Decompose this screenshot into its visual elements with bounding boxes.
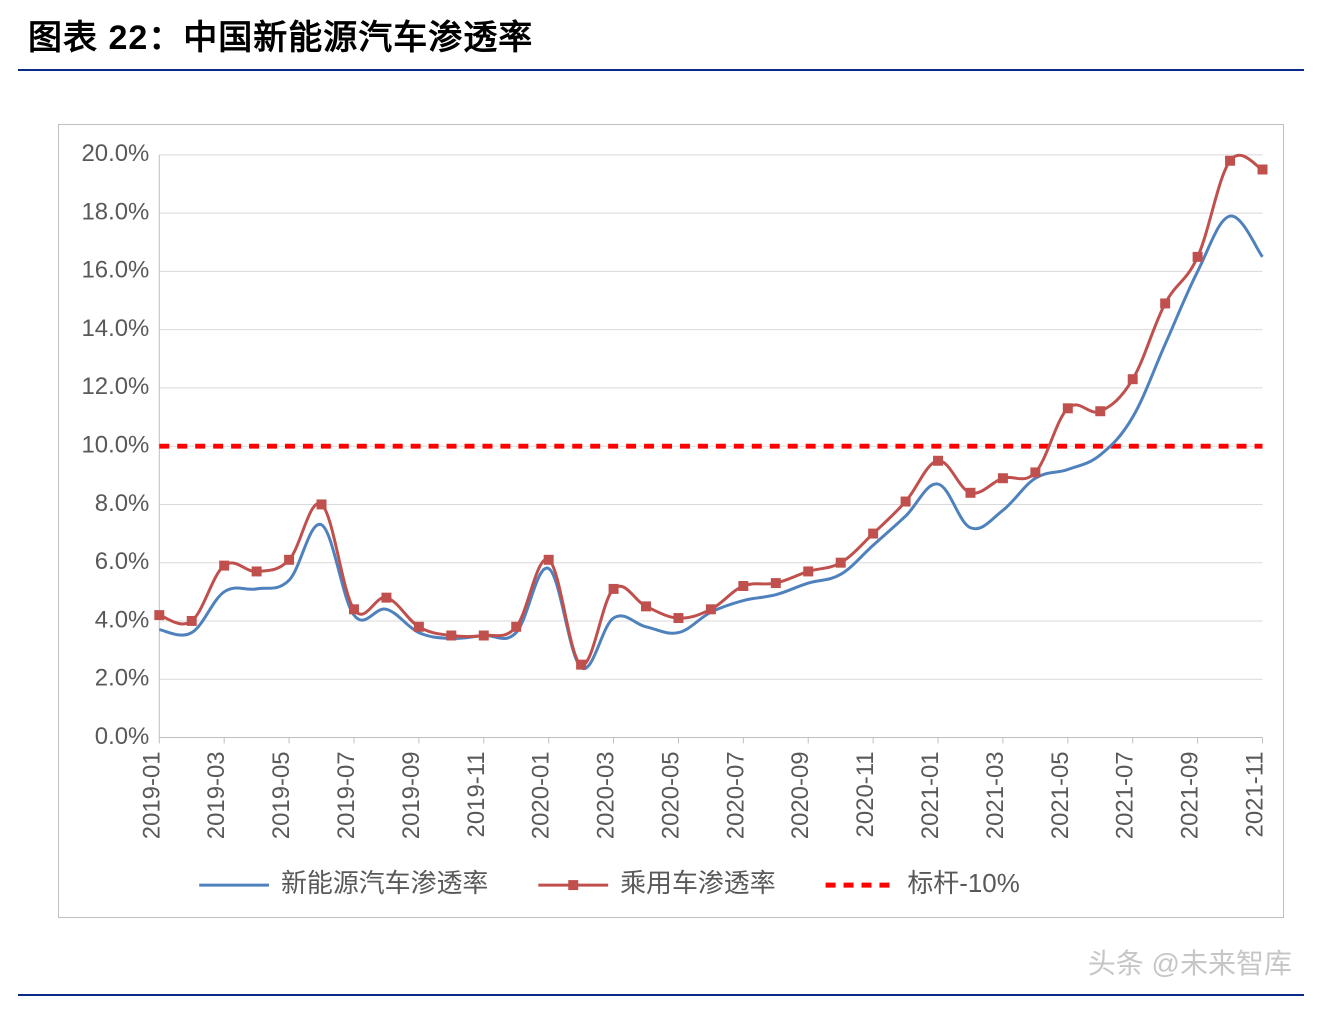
svg-text:2020-11: 2020-11 (852, 751, 879, 837)
svg-text:12.0%: 12.0% (81, 373, 149, 400)
chart-box: 0.0% 2.0% 4.0% 6.0% 8.0% 10.0% 12.0% 14.0% 16.0%… (58, 124, 1284, 918)
svg-text:新能源汽车渗透率: 新能源汽车渗透率 (281, 869, 488, 898)
chart-svg: 0.0% 2.0% 4.0% 6.0% 8.0% 10.0% 12.0% 14.0% 16.0%… (59, 125, 1283, 917)
svg-text:2021-05: 2021-05 (1047, 751, 1074, 839)
svg-text:2020-05: 2020-05 (657, 751, 684, 839)
svg-text:2020-01: 2020-01 (528, 751, 555, 839)
svg-text:2019-01: 2019-01 (138, 751, 165, 839)
bottom-divider (18, 994, 1304, 996)
svg-text:20.0%: 20.0% (81, 140, 149, 167)
svg-text:2021-01: 2021-01 (917, 751, 944, 839)
svg-text:2020-03: 2020-03 (593, 751, 620, 839)
svg-text:2019-09: 2019-09 (398, 751, 425, 839)
svg-text:2019-05: 2019-05 (268, 751, 295, 839)
svg-text:4.0%: 4.0% (95, 606, 150, 633)
svg-text:2019-03: 2019-03 (203, 751, 230, 839)
chart-title: 图表 22：中国新能源汽车渗透率 (18, 4, 1304, 69)
svg-text:8.0%: 8.0% (95, 490, 150, 517)
svg-text:0.0%: 0.0% (95, 723, 150, 750)
svg-text:2021-07: 2021-07 (1112, 751, 1139, 839)
svg-text:2021-09: 2021-09 (1177, 751, 1204, 839)
svg-text:2020-09: 2020-09 (787, 751, 814, 839)
svg-text:18.0%: 18.0% (81, 199, 149, 226)
svg-text:14.0%: 14.0% (81, 315, 149, 342)
svg-text:2020-07: 2020-07 (722, 751, 749, 839)
svg-text:2.0%: 2.0% (95, 665, 150, 692)
title-divider (18, 69, 1304, 71)
svg-text:2021-11: 2021-11 (1242, 751, 1269, 837)
svg-text:10.0%: 10.0% (81, 432, 149, 459)
svg-text:16.0%: 16.0% (81, 257, 149, 284)
svg-text:乘用车渗透率: 乘用车渗透率 (620, 869, 776, 898)
svg-text:2019-07: 2019-07 (333, 751, 360, 839)
svg-text:标杆-10%: 标杆-10% (907, 869, 1019, 898)
svg-text:2021-03: 2021-03 (982, 751, 1009, 839)
svg-text:2019-11: 2019-11 (463, 751, 490, 837)
svg-text:6.0%: 6.0% (95, 548, 150, 575)
